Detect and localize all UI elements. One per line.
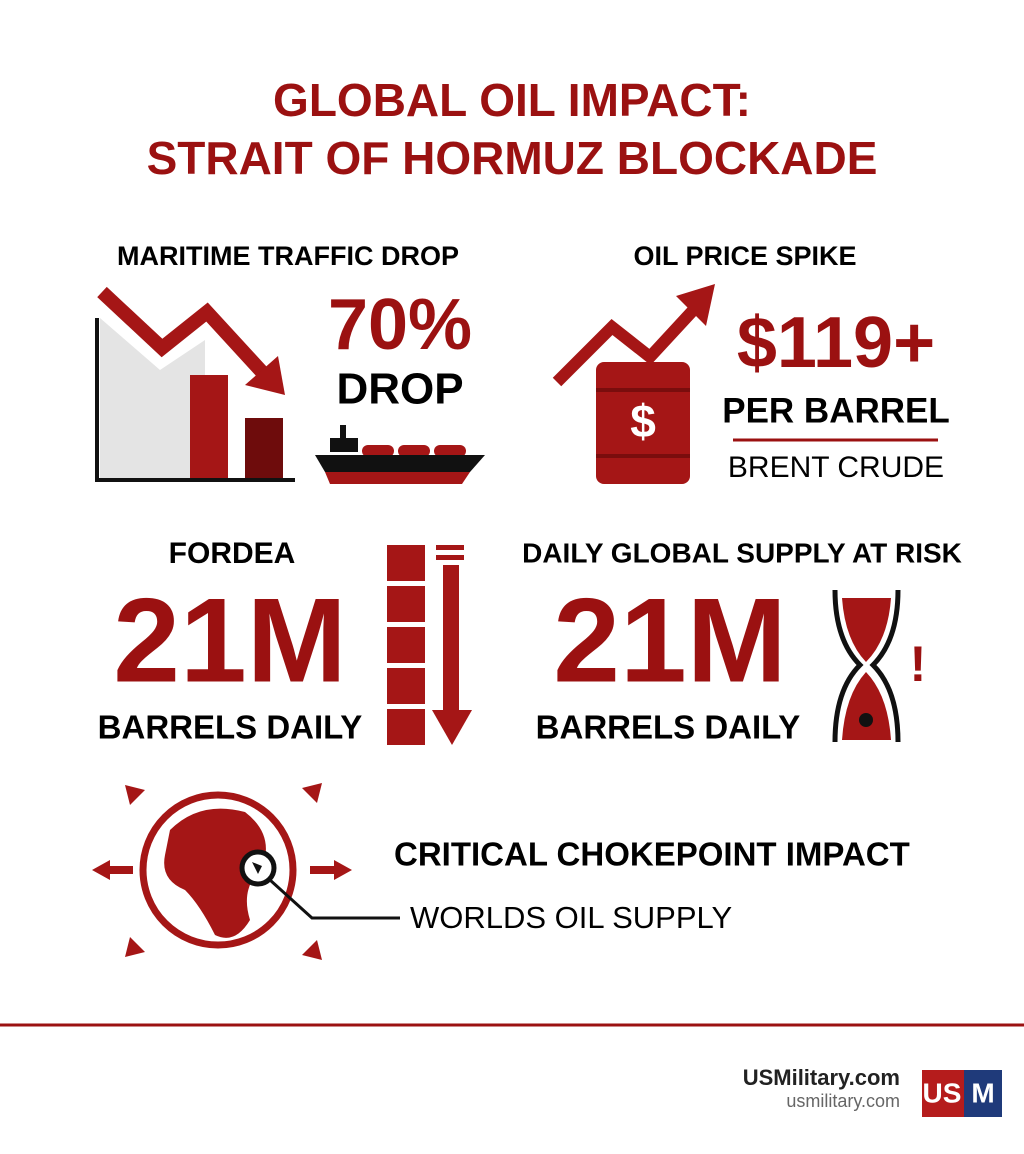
footer-brand: USMilitary.com xyxy=(743,1065,900,1090)
panel-caption: BARRELS DAILY xyxy=(536,709,801,746)
logo-left xyxy=(922,1070,964,1117)
chokepoint-heading: CRITICAL CHOKEPOINT IMPACT xyxy=(394,836,910,873)
logo-right xyxy=(964,1070,1002,1117)
panel-note: BRENT CRUDE xyxy=(728,451,944,484)
ship-icon xyxy=(315,425,485,484)
price-icon: $ xyxy=(552,284,715,484)
globe-icon xyxy=(92,783,400,960)
footer-url: usmilitary.com xyxy=(786,1091,900,1111)
panel-caption: PER BARREL xyxy=(722,391,950,430)
chokepoint-label: WORLDS OIL SUPPLY xyxy=(410,900,732,935)
svg-text:!: ! xyxy=(910,636,927,692)
hourglass-icon: ! xyxy=(832,589,927,743)
barrel-stack-icon xyxy=(387,545,472,745)
panel-figure: 21M xyxy=(553,574,786,708)
panel-figure: 21M xyxy=(113,574,346,708)
panel-heading: MARITIME TRAFFIC DROP xyxy=(117,241,459,271)
title-line: STRAIT OF HORMUZ BLOCKADE xyxy=(147,132,878,184)
panel-figure: $119+ xyxy=(737,303,935,383)
title-line: GLOBAL OIL IMPACT: xyxy=(273,74,751,126)
panel-heading: DAILY GLOBAL SUPPLY AT RISK xyxy=(522,537,962,568)
panel-heading: FORDEA xyxy=(169,537,296,570)
panel-caption: BARRELS DAILY xyxy=(98,709,363,746)
panel-caption: DROP xyxy=(336,365,463,414)
panel-heading: OIL PRICE SPIKE xyxy=(633,241,856,271)
logo-text: US xyxy=(923,1077,962,1108)
traffic-icon xyxy=(95,286,295,482)
svg-text:$: $ xyxy=(630,395,656,447)
logo-text: M xyxy=(971,1077,994,1108)
panel-figure: 70% xyxy=(328,285,472,365)
